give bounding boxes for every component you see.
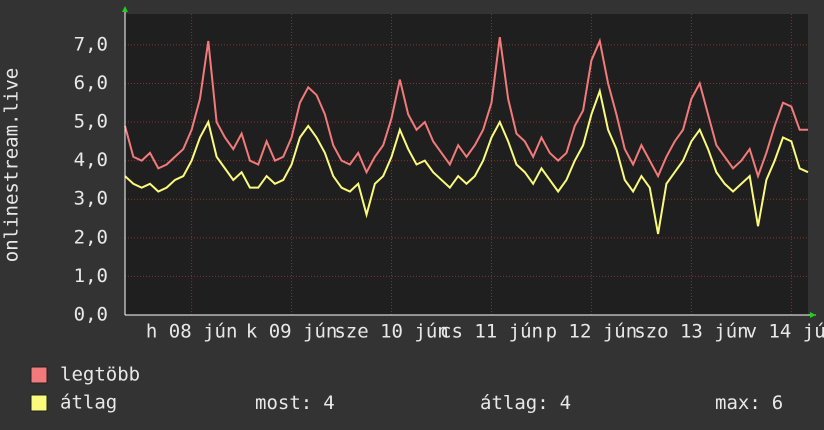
- y-tick-label: 2,0: [74, 226, 108, 248]
- series-line: [124, 87, 809, 235]
- y-tick-label: 4,0: [74, 149, 108, 171]
- x-tick-label: h 08 jún: [146, 321, 238, 343]
- y-tick-label: 5,0: [74, 111, 108, 133]
- stat-value: 6: [772, 392, 783, 414]
- legend-label: átlag: [60, 392, 117, 414]
- x-tick-label: sze 10 jún: [334, 321, 448, 343]
- y-tick-label: 7,0: [74, 33, 108, 55]
- stat: most: 4: [255, 392, 335, 414]
- y-tick-label: 3,0: [74, 188, 108, 210]
- stat: átlag: 4: [480, 392, 571, 414]
- y-tick-label: 0,0: [74, 304, 108, 326]
- stat: max: 6: [715, 392, 783, 414]
- stat-value: 4: [323, 392, 334, 414]
- plot-area: [125, 14, 808, 315]
- y-tick-label: 1,0: [74, 265, 108, 287]
- x-tick-label: k 09 jún: [246, 321, 338, 343]
- y-axis-label: onlinestream.live: [1, 68, 23, 262]
- x-tick-label: p 12 jún: [546, 321, 638, 343]
- axis-arrow: [122, 6, 128, 12]
- legend-swatch: [30, 394, 48, 412]
- series-line: [124, 37, 808, 180]
- legend-swatch: [30, 366, 48, 384]
- stat-label: átlag:: [480, 392, 549, 414]
- x-tick-label: cs 11 jún: [440, 321, 543, 343]
- axis-arrow: [810, 312, 816, 318]
- stat-label: max:: [715, 392, 761, 414]
- x-tick-label: szo 13 jún: [634, 321, 748, 343]
- x-tick-label: v 14 jún: [746, 321, 824, 343]
- legend-label: legtöbb: [60, 364, 140, 386]
- stat-label: most:: [255, 392, 312, 414]
- stat-value: 4: [560, 392, 571, 414]
- y-tick-label: 6,0: [74, 72, 108, 94]
